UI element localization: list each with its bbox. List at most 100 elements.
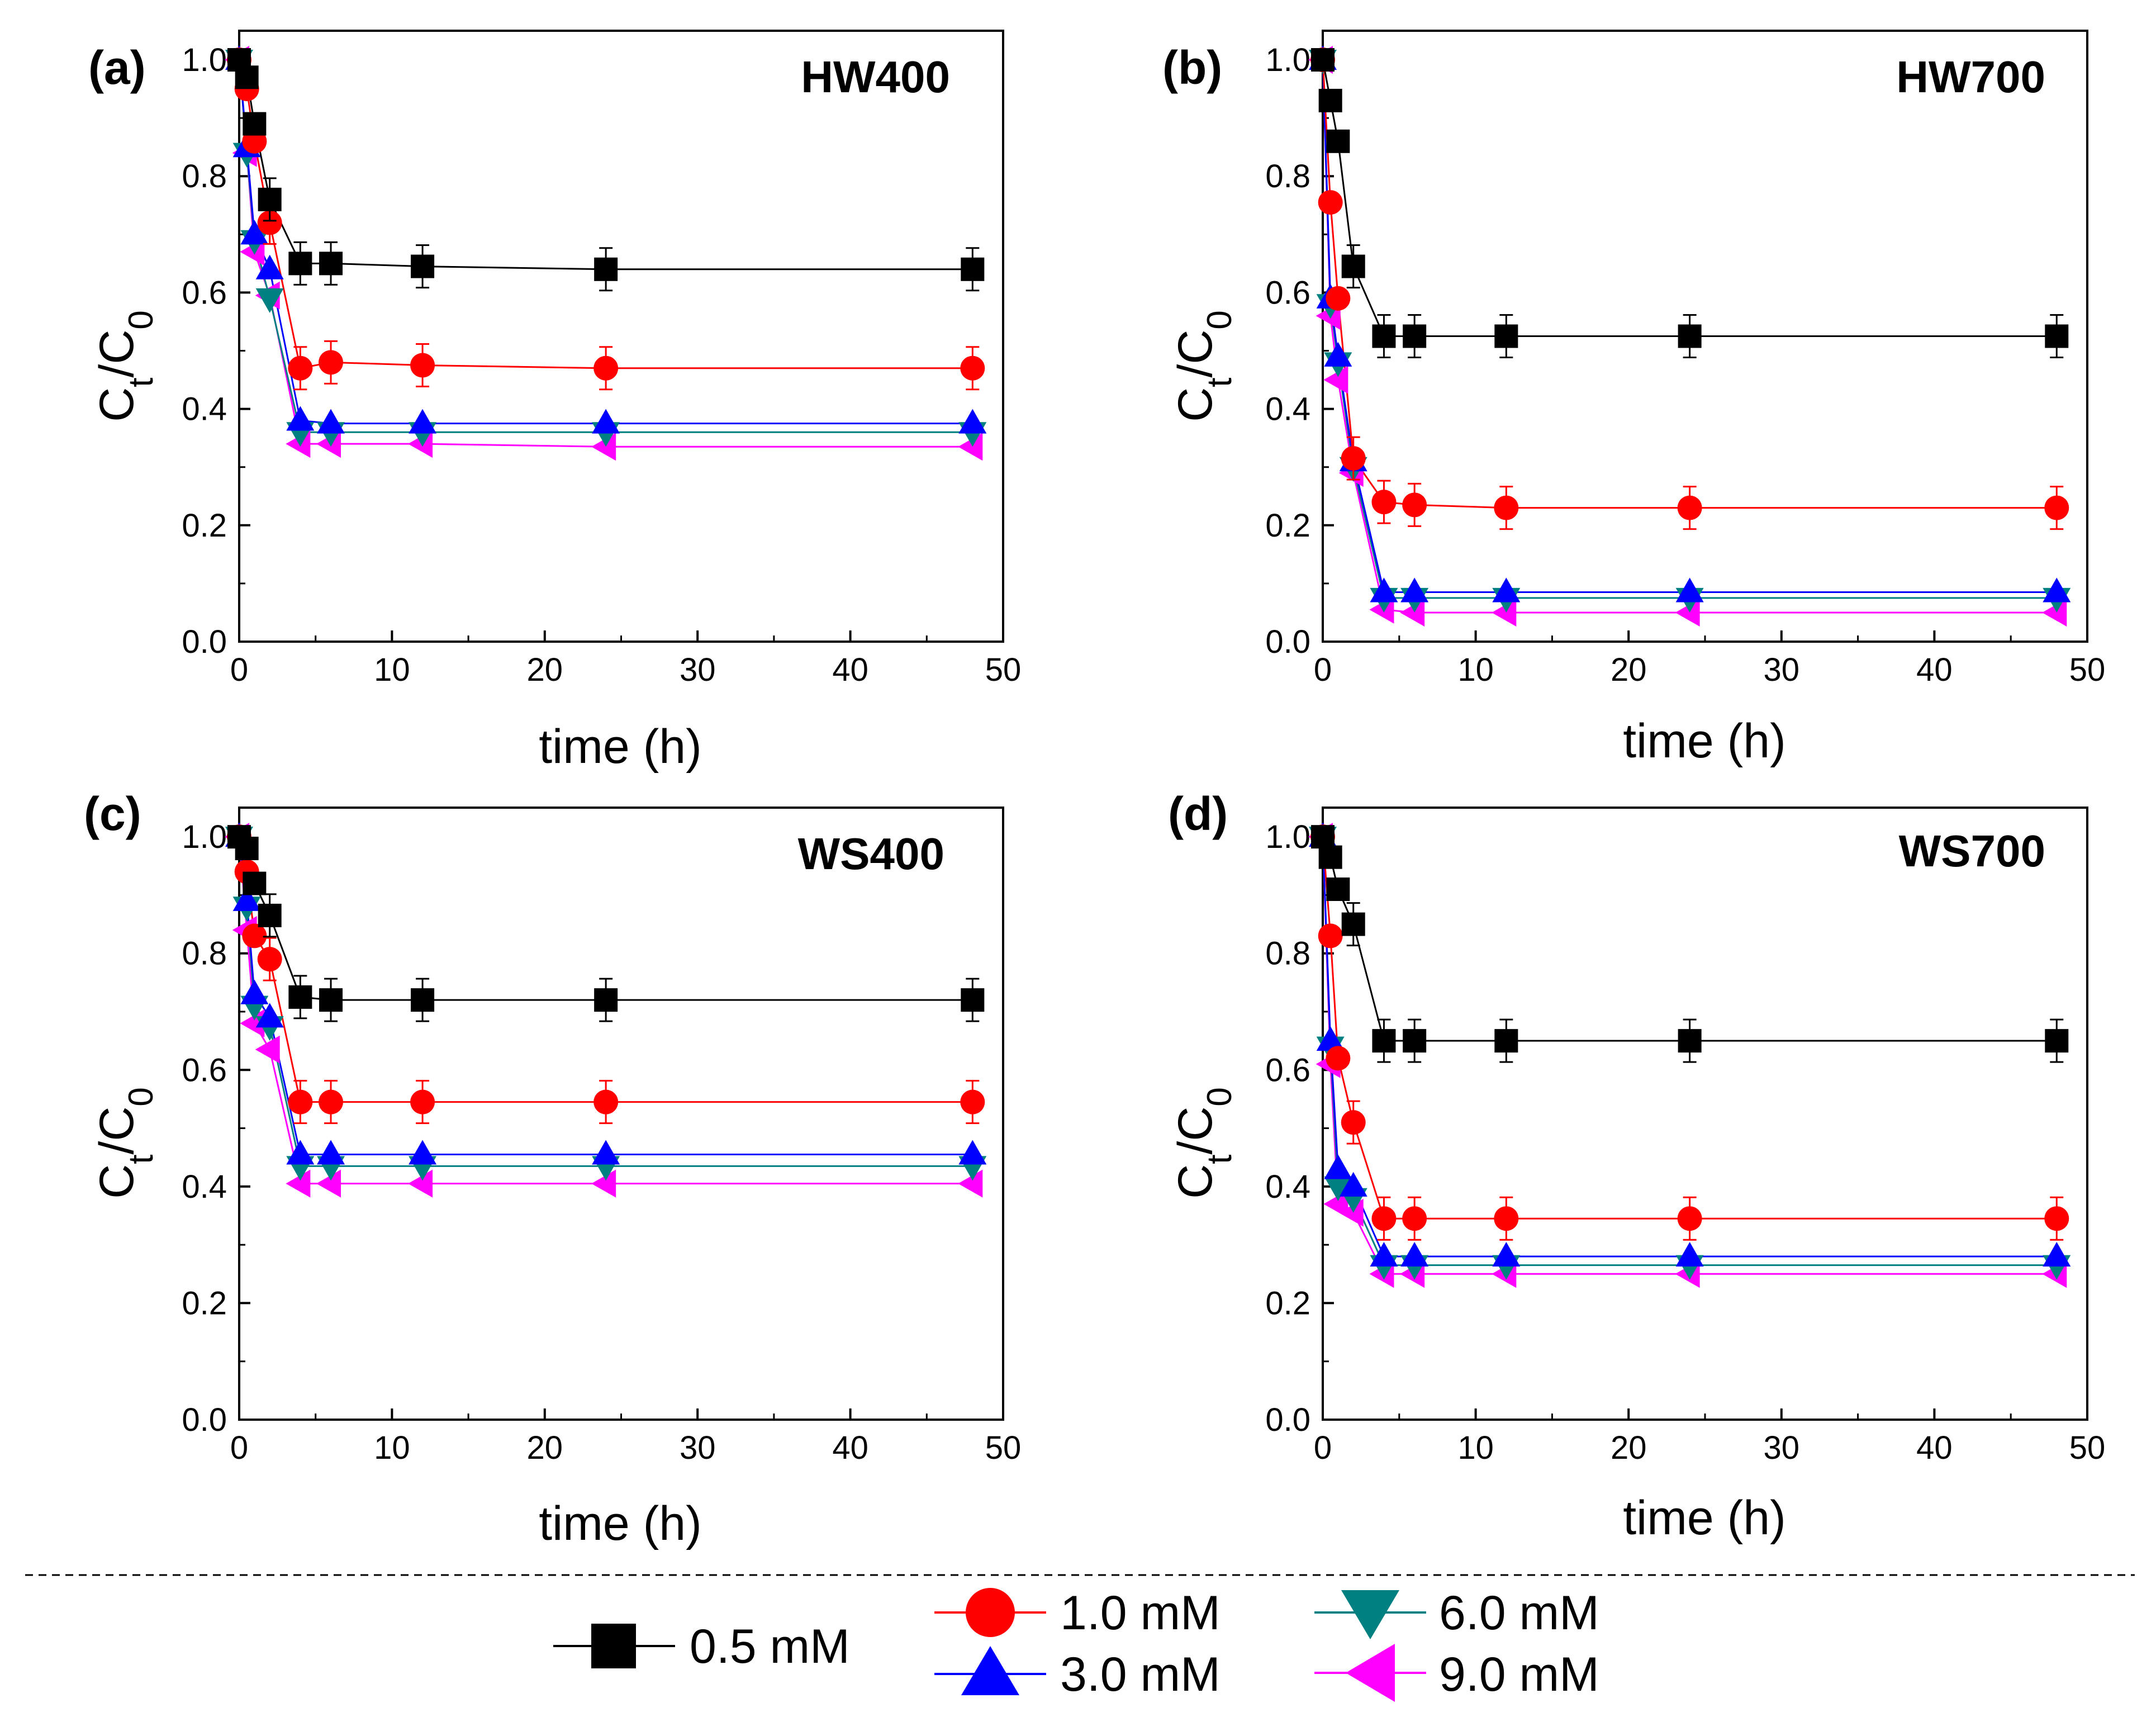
y-tick-label: 0.4 [1265,1169,1310,1205]
data-point-0-5-mM [1372,1029,1396,1053]
data-point-3-0-mM [1324,341,1352,367]
data-point-1-0-mM [319,350,344,375]
x-tick-label: 30 [1764,1430,1800,1466]
legend-item-0-5mm: 0.5 mM [553,1620,850,1673]
y-tick-label: 0.4 [1265,391,1310,428]
data-point-0-5-mM [594,257,618,281]
data-point-3-0-mM [1675,1242,1704,1267]
data-point-3-0-mM [2043,1242,2071,1267]
data-point-1-0-mM [288,1089,313,1114]
data-point-9-0-mM [408,1169,433,1198]
legend-item-3-0mm: 3.0 mM [934,1646,1221,1701]
y-tick-label: 0.0 [182,1402,227,1438]
y-tick-label: 1.0 [182,42,227,78]
data-point-3-0-mM [592,409,620,434]
data-point-0-5-mM [1326,878,1350,901]
legend-triangle-down-marker [1341,1590,1399,1639]
y-tick-label: 0.4 [182,1169,227,1205]
data-point-0-5-mM [1326,129,1350,153]
data-point-3-0-mM [1400,577,1429,603]
data-point-1-0-mM [1402,492,1427,518]
y-tick-label: 0.2 [1265,507,1310,544]
data-point-1-0-mM [593,1089,619,1114]
data-point-0-5-mM [1311,825,1335,849]
panel-a-title: HW400 [801,52,950,102]
data-point-0-5-mM [1372,324,1396,348]
data-point-9-0-mM [255,1035,280,1064]
legend-triangle-left-marker [1346,1644,1395,1702]
panel-c: (c) WS400 0 10 20 30 40 500.00.20.40.60.81.0 … [84,788,1021,1550]
data-point-9-0-mM [316,1169,341,1198]
data-point-3-0-mM [958,1140,987,1165]
x-tick-label: 40 [832,652,868,688]
data-point-0-5-mM [2045,1029,2069,1053]
data-point-1-0-mM [1677,1206,1702,1231]
x-tick-label: 30 [1764,652,1800,688]
data-point-0-5-mM [319,988,343,1012]
data-point-0-5-mM [1403,324,1427,348]
data-point-0-5-mM [235,65,259,89]
data-point-1-0-mM [2044,1206,2069,1231]
data-point-0-5-mM [1403,1029,1427,1053]
x-tick-label: 0 [1314,1430,1332,1466]
y-tick-label: 0.0 [1265,624,1310,660]
y-tick-label: 0.6 [182,1052,227,1088]
data-point-3-0-mM [592,1140,620,1165]
data-point-9-0-mM [286,1169,311,1198]
data-point-3-0-mM [255,1003,284,1028]
legend-triangle-up-marker [961,1646,1019,1695]
x-tick-label: 10 [374,1430,410,1466]
legend-label-1-0mm: 1.0 mM [1060,1586,1221,1640]
x-tick-label: 10 [1457,1430,1494,1466]
panel-c-letter: (c) [84,788,141,840]
x-tick-label: 50 [2069,652,2106,688]
data-point-0-5-mM [258,903,282,927]
data-point-9-0-mM [591,1169,616,1198]
legend-label-6-0mm: 6.0 mM [1439,1586,1599,1640]
data-point-3-0-mM [1370,577,1398,603]
panel-b-title: HW700 [1896,52,2045,102]
legend-item-9-0mm: 9.0 mM [1314,1644,1599,1702]
data-point-1-0-mM [257,210,282,235]
data-point-0-5-mM [243,112,267,136]
x-tick-label: 40 [1916,652,1953,688]
data-point-1-0-mM [1494,495,1519,520]
data-point-3-0-mM [409,409,437,434]
data-point-1-0-mM [2044,495,2069,520]
plot-area-b: 0 10 20 30 40 50 0.0 0.2 0.4 0.6 0.8 1.0 [1265,30,2106,688]
data-point-3-0-mM [1492,577,1521,603]
data-point-0-5-mM [1318,845,1342,869]
panel-a: (a) HW400 0 10 20 30 40 500.00.20.40.60.81.0 … [88,30,1021,774]
data-point-3-0-mM [286,406,315,431]
data-point-0-5-mM [243,871,267,895]
panel-b: (b) HW700 0 10 20 30 40 500.00.20.40.60.81.0 … [1162,30,2106,768]
x-tick-label: 0 [230,1430,248,1466]
data-point-3-0-mM [1492,1242,1521,1267]
data-point-3-0-mM [409,1140,437,1165]
data-point-3-0-mM [1400,1242,1429,1267]
panel-c-title: WS400 [798,829,944,879]
data-point-1-0-mM [242,923,267,948]
panel-d: (d) WS700 0 10 20 30 40 500.00.20.40.60.81.0 … [1168,788,2105,1545]
data-point-6-0-mM [1324,1176,1352,1201]
data-point-1-0-mM [1371,1206,1397,1231]
data-point-6-0-mM [255,288,284,313]
data-point-1-0-mM [593,355,619,381]
data-point-1-0-mM [960,355,985,381]
y-tick-label: 0.2 [182,1285,227,1321]
x-tick-label: 20 [527,1430,563,1466]
x-tick-label: 0 [230,652,248,688]
data-point-1-0-mM [1318,923,1343,948]
data-point-3-0-mM [317,1140,345,1165]
x-tick-label: 40 [1916,1430,1953,1466]
x-tick-label: 40 [832,1430,868,1466]
data-point-0-5-mM [1341,254,1365,278]
data-point-3-0-mM [958,409,987,434]
legend-item-6-0mm: 6.0 mM [1314,1586,1599,1640]
data-point-1-0-mM [1494,1206,1519,1231]
y-tick-label: 0.8 [182,158,227,195]
data-point-3-0-mM [232,886,261,911]
y-tick-label: 1.0 [1265,42,1310,78]
plot-area-d: 0 10 20 30 40 50 0.0 0.2 0.4 0.6 0.8 1.0 [1265,807,2105,1466]
panel-a-letter: (a) [88,41,146,94]
